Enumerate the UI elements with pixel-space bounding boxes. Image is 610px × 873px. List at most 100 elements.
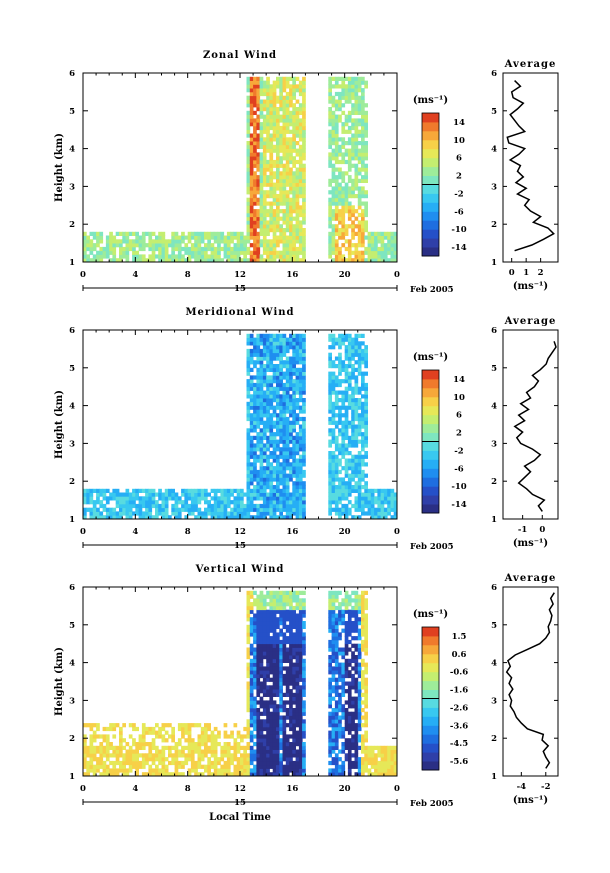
heatmap-cell xyxy=(249,658,254,663)
heatmap-cell xyxy=(86,764,90,769)
heatmap-cell xyxy=(249,772,254,777)
heatmap-cell xyxy=(246,84,251,89)
heatmap-cell xyxy=(364,462,368,467)
heatmap-cell xyxy=(249,696,254,701)
heatmap-cell xyxy=(105,511,110,516)
heatmap-cell xyxy=(285,205,290,210)
heatmap-cell xyxy=(361,156,365,161)
heatmap-cell xyxy=(292,458,296,463)
heatmap-cell xyxy=(328,246,332,252)
heatmap-cell xyxy=(269,375,274,380)
heatmap-cell xyxy=(331,477,336,482)
heatmap-cell xyxy=(272,95,277,100)
heatmap-cell xyxy=(341,609,346,614)
heatmap-cell xyxy=(338,246,342,252)
heatmap-cell xyxy=(246,432,251,437)
heatmap-cell xyxy=(338,715,342,720)
heatmap-cell xyxy=(272,341,277,346)
heatmap-cell xyxy=(269,159,274,165)
month-label: Feb 2005 xyxy=(410,542,454,552)
heatmap-cell xyxy=(207,258,211,263)
heatmap-cell xyxy=(256,394,261,399)
heatmap-cell xyxy=(262,726,267,732)
heatmap-cell xyxy=(276,337,280,342)
heatmap-cell xyxy=(269,655,274,660)
heatmap-cell xyxy=(119,239,123,244)
heatmap-cell xyxy=(298,598,303,603)
heatmap-cell xyxy=(295,760,300,766)
heatmap-cell xyxy=(246,726,251,732)
heatmap-cell xyxy=(262,103,267,108)
heatmap-cell xyxy=(184,496,189,501)
profile-x-tick-label: 1 xyxy=(523,268,529,278)
date-label: 15 xyxy=(234,541,246,551)
heatmap-cell xyxy=(341,749,346,754)
heatmap-cell xyxy=(338,220,342,225)
heatmap-cell xyxy=(253,220,257,225)
heatmap-cell xyxy=(347,88,352,93)
heatmap-cell xyxy=(272,91,277,97)
heatmap-cell xyxy=(338,708,342,713)
heatmap-cell xyxy=(256,658,261,663)
heatmap-cell xyxy=(249,231,254,236)
heatmap-cell xyxy=(272,118,277,123)
heatmap-cell xyxy=(99,492,104,497)
heatmap-cell xyxy=(213,757,218,762)
heatmap-cell xyxy=(289,496,293,501)
heatmap-cell xyxy=(285,454,290,459)
heatmap-cell xyxy=(292,496,296,501)
heatmap-cell xyxy=(354,424,359,429)
heatmap-cell xyxy=(256,212,261,218)
heatmap-cell xyxy=(220,496,225,501)
heatmap-cell xyxy=(292,171,296,176)
heatmap-cell xyxy=(249,175,254,180)
heatmap-cell xyxy=(276,503,280,509)
heatmap-cell xyxy=(148,768,153,773)
heatmap-cell xyxy=(298,382,303,388)
heatmap-cell xyxy=(351,341,355,346)
heatmap-cell xyxy=(249,416,254,422)
heatmap-cell xyxy=(302,99,306,104)
heatmap-cell xyxy=(256,243,261,248)
heatmap-cell xyxy=(285,617,290,622)
heatmap-cell xyxy=(145,760,149,766)
heatmap-cell xyxy=(292,348,296,354)
heatmap-cell xyxy=(328,462,332,467)
heatmap-cell xyxy=(347,250,352,255)
heatmap-cell xyxy=(289,602,293,607)
heatmap-cell xyxy=(289,624,293,629)
heatmap-cell xyxy=(285,345,290,350)
heatmap-cell xyxy=(256,88,261,93)
heatmap-cell xyxy=(285,254,290,259)
heatmap-cell xyxy=(279,602,283,607)
heatmap-cell xyxy=(390,496,395,501)
heatmap-cell xyxy=(302,454,306,459)
heatmap-cell xyxy=(328,443,332,448)
heatmap-cell xyxy=(338,197,342,202)
heatmap-cell xyxy=(298,341,303,346)
heatmap-cell xyxy=(197,239,202,244)
heatmap-cell xyxy=(259,473,264,478)
heatmap-cell xyxy=(279,492,283,497)
heatmap-cell xyxy=(344,209,349,214)
heatmap-cell xyxy=(285,239,290,244)
heatmap-cell xyxy=(262,485,267,490)
heatmap-cell xyxy=(86,243,90,248)
heatmap-cell xyxy=(357,107,362,112)
heatmap-cell xyxy=(210,753,215,758)
heatmap-cell xyxy=(269,636,274,641)
heatmap-cell xyxy=(253,742,257,747)
heatmap-cell xyxy=(338,772,342,777)
heatmap-cell xyxy=(138,239,143,244)
heatmap-cell xyxy=(240,492,244,497)
heatmap-cell xyxy=(338,371,342,376)
heatmap-cell xyxy=(338,651,342,656)
heatmap-cell xyxy=(357,481,362,486)
heatmap-cell xyxy=(347,386,352,391)
heatmap-cell xyxy=(341,726,346,732)
heatmap-cell xyxy=(282,209,287,214)
heatmap-cell xyxy=(187,239,192,244)
heatmap-cell xyxy=(285,443,290,448)
heatmap-cell xyxy=(282,107,287,112)
heatmap-cell xyxy=(256,685,261,690)
